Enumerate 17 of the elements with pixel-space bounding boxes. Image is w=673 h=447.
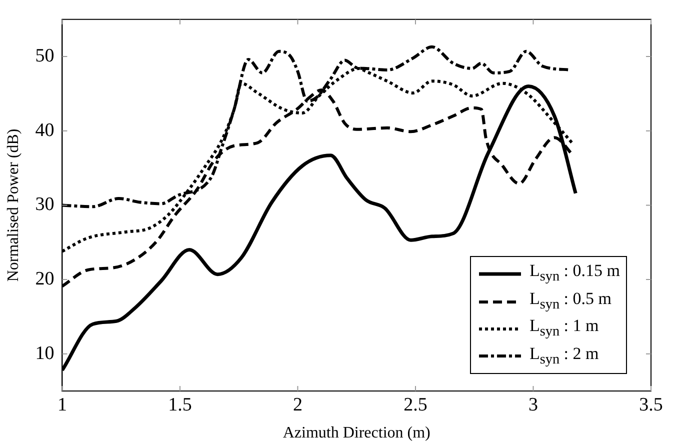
legend-label: L$_{syn}$ : 0.5 m <box>529 288 612 314</box>
x-tick-label: 3 <box>528 394 538 416</box>
x-tick-label: 2.5 <box>404 394 428 416</box>
x-tick-label: 1.5 <box>168 394 192 416</box>
y-tick-label: 20 <box>35 268 54 290</box>
x-tick-label: 1 <box>57 394 67 416</box>
y-tick-label: 30 <box>35 194 54 216</box>
y-tick-label: 40 <box>35 120 54 141</box>
y-tick-label: 50 <box>35 46 54 67</box>
legend-label: L$_{syn}$ : 0.15 m <box>529 260 620 287</box>
y-axis-title: Normalised Power (dB) <box>4 128 22 282</box>
legend-label: L$_{syn}$ : 1 m <box>529 315 599 342</box>
x-tick-label: 2 <box>292 394 302 416</box>
legend-label: L$_{syn}$ : 2 m <box>529 342 599 369</box>
y-tick-label: 10 <box>35 342 54 364</box>
x-axis-title: Azimuth Direction (m) <box>282 424 430 442</box>
x-tick-label: 3.5 <box>639 394 663 416</box>
